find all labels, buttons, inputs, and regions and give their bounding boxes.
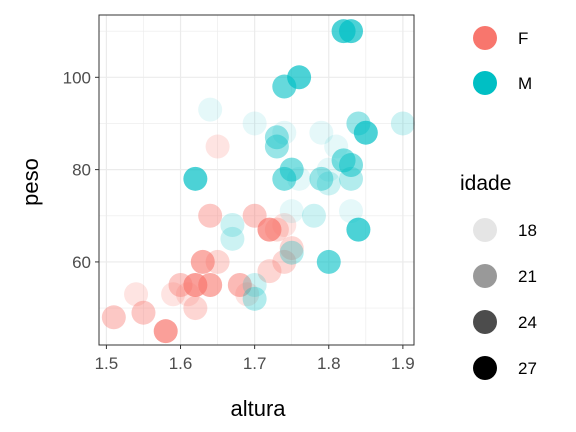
- data-point-F: [205, 249, 230, 274]
- data-point-F: [153, 319, 178, 344]
- data-point-M: [346, 217, 371, 242]
- data-point-M: [220, 213, 245, 237]
- data-point-M: [279, 157, 304, 182]
- data-point-F: [101, 305, 126, 330]
- data-point-F: [227, 273, 252, 297]
- data-point-F: [131, 300, 156, 325]
- data-point-M: [339, 199, 363, 224]
- legend-key-idade-27: [473, 356, 497, 380]
- y-tick-label: 100: [63, 68, 91, 87]
- x-tick-label: 1.5: [95, 354, 119, 373]
- data-point-M: [309, 120, 334, 145]
- data-point-F: [272, 249, 297, 274]
- legend-key-idade-24: [473, 310, 497, 334]
- data-point-F: [205, 134, 230, 159]
- data-point-M: [272, 120, 297, 145]
- x-axis-title: altura: [230, 396, 286, 421]
- data-point-F: [183, 296, 208, 321]
- alpha-legend: 18 21 24 27: [473, 218, 537, 380]
- data-point-M: [242, 273, 267, 297]
- legend-label-idade-21: 21: [518, 267, 537, 286]
- y-axis: 60 80 100: [63, 68, 99, 272]
- data-point-F: [264, 217, 289, 242]
- panel-border: [98, 14, 415, 346]
- legend-label-M: M: [518, 74, 532, 93]
- data-point-M: [301, 203, 326, 228]
- data-point-F: [198, 273, 223, 297]
- color-legend: FM: [473, 26, 532, 95]
- data-point-F: [198, 203, 223, 228]
- y-tick-label: 80: [72, 161, 91, 180]
- legend-label-idade-18: 18: [518, 221, 537, 240]
- data-point-F: [161, 282, 186, 307]
- legend-key-idade-21: [473, 264, 497, 288]
- data-point-M: [390, 111, 415, 136]
- legend-label-F: F: [518, 29, 528, 48]
- x-tick-label: 1.6: [169, 354, 193, 373]
- data-point-M: [279, 199, 304, 224]
- x-tick-label: 1.9: [391, 354, 415, 373]
- data-point-M: [287, 65, 312, 90]
- data-point-M: [316, 171, 341, 196]
- y-tick-label: 60: [72, 253, 91, 272]
- data-point-M: [339, 166, 363, 191]
- data-point-F: [257, 259, 282, 284]
- data-point-F: [190, 249, 215, 274]
- data-point-M: [264, 134, 289, 159]
- data-point-M: [309, 166, 334, 191]
- data-point-M: [287, 166, 312, 191]
- x-tick-label: 1.7: [243, 354, 267, 373]
- legend-key-idade-18: [473, 218, 497, 242]
- legend-label-idade-24: 24: [518, 313, 537, 332]
- data-point-M: [353, 120, 378, 145]
- x-axis: 1.5 1.6 1.7 1.8 1.9: [95, 345, 415, 373]
- data-point-F: [279, 236, 304, 261]
- data-point-M: [339, 153, 363, 177]
- legend-label-idade-27: 27: [518, 359, 537, 378]
- data-point-F: [124, 282, 149, 307]
- x-tick-label: 1.8: [317, 354, 341, 373]
- data-point-M: [242, 111, 267, 136]
- data-point-F: [235, 282, 260, 307]
- legend-key-M: [473, 71, 497, 95]
- data-point-M: [198, 97, 223, 122]
- data-point-M: [264, 125, 289, 150]
- data-point-M: [279, 240, 304, 265]
- data-point-M: [220, 226, 245, 251]
- data-point-M: [316, 249, 341, 274]
- alpha-legend-title: idade: [460, 172, 511, 195]
- data-point-F: [272, 213, 297, 237]
- data-point-M: [339, 19, 363, 44]
- legend-key-F: [473, 26, 497, 50]
- data-point-F: [257, 217, 282, 242]
- y-axis-title: peso: [18, 158, 43, 206]
- data-point-M: [242, 286, 267, 311]
- data-points: [101, 19, 415, 344]
- data-point-M: [183, 166, 208, 191]
